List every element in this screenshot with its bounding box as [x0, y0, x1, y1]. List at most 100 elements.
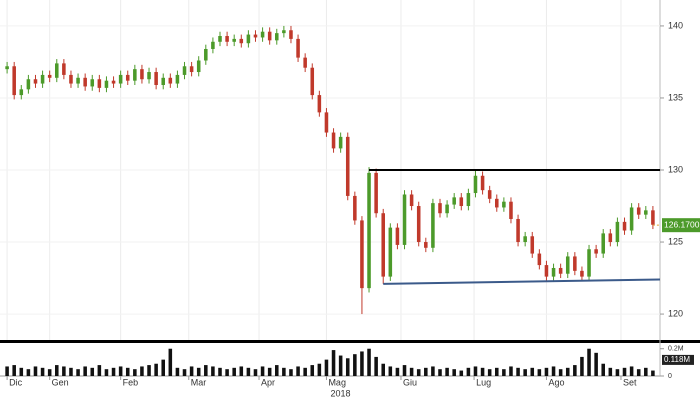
- volume-bar: [125, 367, 130, 376]
- volume-bar: [622, 367, 627, 376]
- candle-body: [267, 31, 272, 41]
- candle-body: [402, 194, 407, 245]
- y-tick-label: 135: [668, 92, 683, 102]
- candle-body: [480, 175, 485, 191]
- volume-bar: [381, 363, 385, 376]
- candle-body: [19, 89, 24, 96]
- candle-body: [204, 48, 208, 61]
- volume-average-label: 0.118M: [664, 355, 690, 364]
- candle-body: [388, 227, 393, 277]
- candle-body: [90, 79, 95, 87]
- volume-bar: [416, 369, 421, 376]
- volume-bar: [168, 348, 173, 376]
- volume-bar: [495, 367, 499, 376]
- candle-body: [62, 63, 66, 75]
- candle-body: [12, 66, 16, 96]
- candle-body: [502, 201, 506, 208]
- volume-bar: [388, 366, 393, 376]
- candle-body: [331, 132, 336, 149]
- volume-bar: [62, 366, 66, 376]
- volume-tick-label: 0: [668, 373, 672, 380]
- candle-body: [182, 66, 187, 75]
- candle-body: [580, 270, 584, 277]
- volume-bar: [33, 366, 38, 376]
- candle-body: [83, 77, 87, 87]
- volume-bar: [232, 367, 236, 376]
- candle-body: [565, 256, 570, 274]
- candle-body: [516, 218, 520, 243]
- candle-body: [211, 41, 215, 49]
- volume-bar: [580, 356, 584, 376]
- volume-bar: [338, 355, 343, 376]
- candle-body: [5, 66, 9, 70]
- volume-bar: [118, 366, 123, 376]
- candle-body: [374, 172, 378, 214]
- volume-bar: [530, 367, 535, 376]
- volume-bar: [182, 369, 187, 376]
- volume-bar: [140, 366, 144, 376]
- volume-bar: [47, 369, 52, 376]
- volume-bar: [615, 369, 620, 376]
- x-tick-label: Lug: [476, 377, 491, 387]
- panel-separator: [0, 340, 700, 343]
- x-tick-label: Set: [623, 377, 637, 387]
- volume-bar: [601, 363, 605, 376]
- x-tick-label: Mar: [191, 377, 207, 387]
- volume-bar: [275, 365, 279, 376]
- volume-bar: [204, 365, 208, 376]
- candle-body: [125, 74, 130, 81]
- volume-bar: [211, 366, 215, 376]
- volume-bar: [282, 367, 286, 376]
- x-tick-label: Feb: [123, 377, 139, 387]
- volume-bar: [608, 367, 613, 376]
- volume-bar: [317, 363, 322, 376]
- volume-bar: [147, 365, 151, 376]
- volume-bar: [452, 369, 456, 376]
- candle-body: [551, 267, 556, 277]
- candle-body: [282, 30, 286, 34]
- candle-body: [239, 38, 244, 44]
- candle-body: [296, 38, 300, 58]
- candle-body: [473, 175, 478, 194]
- volume-bar: [409, 367, 414, 376]
- candle-body: [601, 233, 605, 254]
- volume-bar: [360, 351, 364, 376]
- candle-body: [118, 74, 123, 84]
- volume-bar: [644, 367, 648, 376]
- volume-bar: [175, 367, 180, 376]
- candle-body: [218, 36, 222, 42]
- volume-bar: [55, 365, 59, 376]
- candle-body: [495, 198, 499, 208]
- candle-body: [97, 79, 102, 88]
- volume-bar: [296, 366, 300, 376]
- volume-bar: [331, 350, 336, 376]
- volume-bar: [651, 370, 655, 376]
- candle-body: [558, 267, 563, 274]
- candle-body: [345, 136, 350, 196]
- candle-body: [445, 204, 449, 214]
- volume-bar: [367, 348, 371, 376]
- volume-bar: [40, 367, 45, 376]
- volume-bar: [267, 367, 272, 376]
- volume-bar: [246, 367, 251, 376]
- candle-body: [431, 203, 435, 248]
- volume-bar: [558, 369, 563, 376]
- candle-body: [530, 236, 535, 254]
- volume-bar: [636, 369, 641, 376]
- volume-bar: [523, 369, 527, 376]
- volume-bar: [459, 370, 464, 376]
- volume-bar: [161, 359, 165, 376]
- candle-body: [324, 112, 329, 133]
- volume-bar: [587, 348, 591, 376]
- candle-body: [409, 194, 414, 207]
- volume-bar: [445, 367, 449, 376]
- volume-bar: [487, 369, 492, 376]
- volume-bar: [303, 367, 307, 376]
- candle-body: [594, 249, 598, 254]
- candle-body: [33, 79, 38, 84]
- volume-bar: [111, 367, 116, 376]
- volume-bar: [629, 366, 634, 376]
- volume-bar: [133, 369, 137, 376]
- volume-bar: [310, 365, 315, 376]
